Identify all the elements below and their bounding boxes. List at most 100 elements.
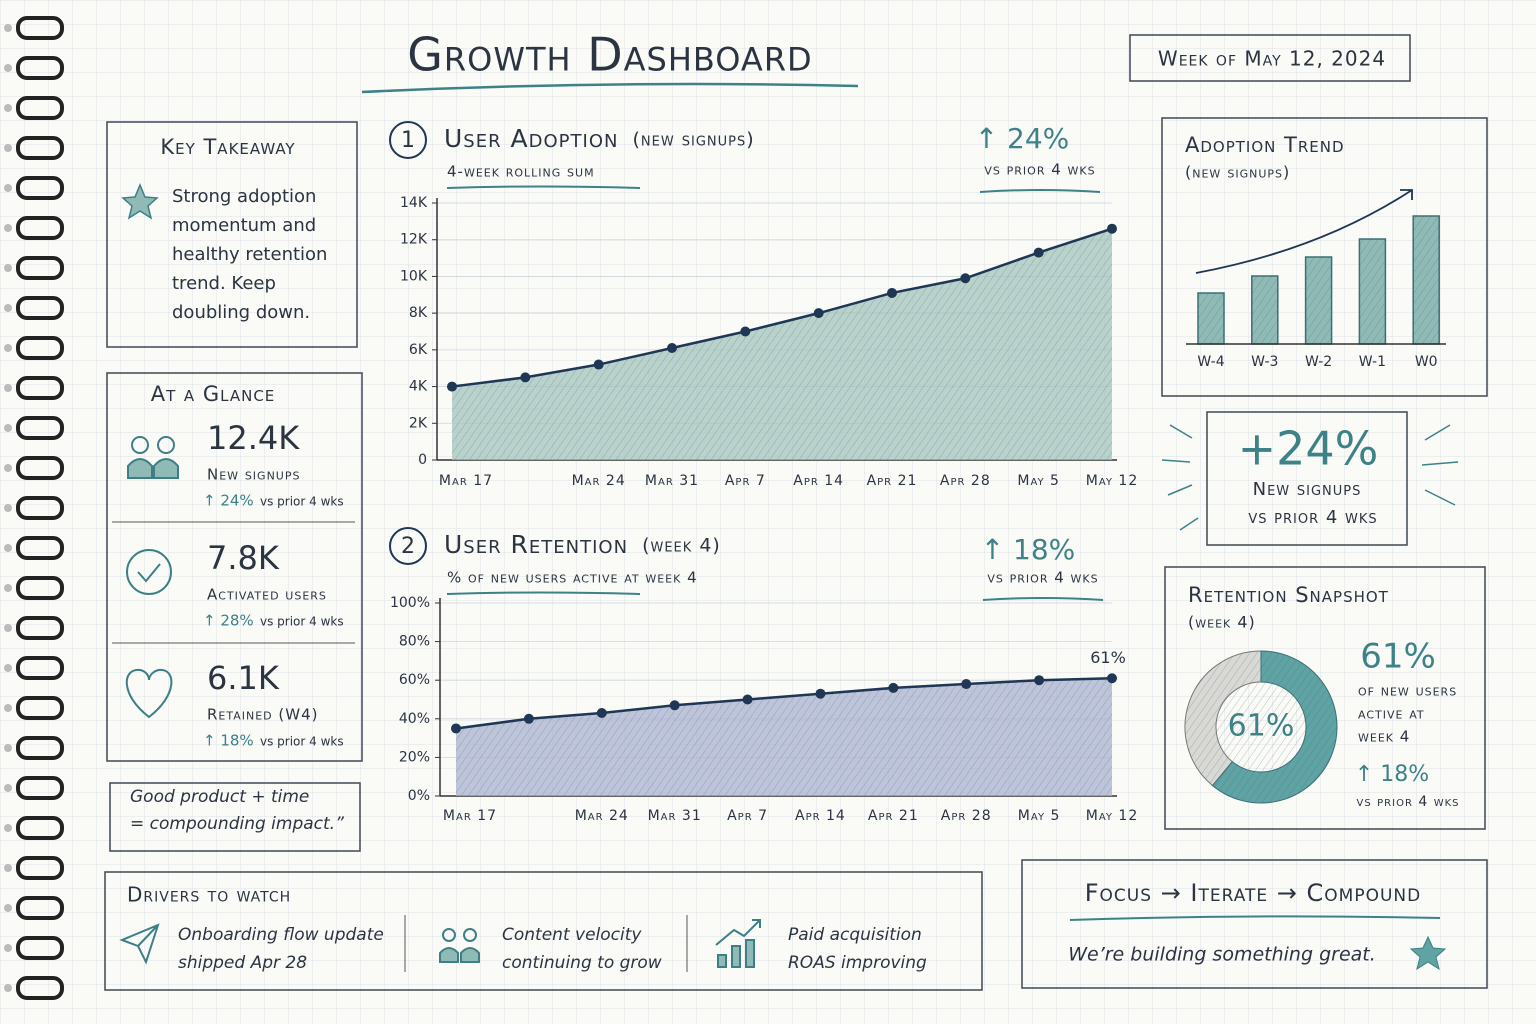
glance-box [106,372,363,762]
point [596,708,607,719]
title: Growth Dashboard [407,28,812,82]
line [455,677,1113,730]
quote-line: = compounding impact.” [130,814,344,834]
ring [16,896,64,920]
chart-subtitle: (new signups) [1185,163,1290,182]
ring [16,856,64,880]
callout-line: vs prior 4 wks [1248,507,1377,528]
focus-box [1021,859,1488,989]
ring [16,576,64,600]
chart-change: ↑ 18% [981,533,1076,566]
y-tick-label: 10K [400,268,428,284]
takeaway-line: healthy retention [172,244,327,265]
trend-box [1161,117,1488,397]
y-tick-label: 80% [399,634,430,650]
note-line: of new users [1358,682,1457,700]
driver-line: Paid acquisition [788,925,922,945]
driver-line: Content velocity [502,925,642,945]
center-label: 61% [1228,709,1295,744]
kpi-compare: vs prior 4 wks [260,615,344,629]
ring-hole [4,624,12,632]
kpi-value: 7.8K [207,539,280,577]
kpi-label: New signups [207,466,300,484]
takeaway-line: momentum and [172,215,316,236]
heart-icon [125,668,173,719]
ring [16,776,64,800]
ring-hole [4,664,12,672]
point [815,688,826,699]
x-tick-label: Apr 7 [725,473,766,489]
x-tick-label: Mar 31 [648,808,702,824]
driver-items: Onboarding flow update shipped Apr 28 Cont… [178,925,927,973]
star-icon [121,183,159,220]
chart-subtitle: % of new users active at week 4 [447,569,698,587]
chart-number: 2 [401,534,415,559]
ring-hole [4,904,12,912]
value-label: 61% [1090,648,1126,667]
takeaway-line: trend. Keep [172,273,276,294]
ring-hole [4,24,12,32]
chart-number: 1 [401,128,415,153]
takeaway-title: Key Takeaway [160,135,295,159]
x-tick-label: Apr 14 [793,473,844,489]
ring [16,696,64,720]
x-tick-label: Apr 28 [941,808,992,824]
chart-title: User Adoption [444,124,618,153]
ring [16,536,64,560]
ring-hole [4,304,12,312]
binding [4,16,64,1000]
x-tick-label: May 5 [1018,808,1061,824]
ring-hole [4,184,12,192]
ring-hole [4,224,12,232]
big-value: 61% [1360,637,1436,677]
kpi-compare: vs prior 4 wks [260,495,344,509]
y-tick-label: 60% [399,672,430,688]
y-tick-label: 0 [418,452,427,468]
ring [16,256,64,280]
chart-change-note: vs prior 4 wks [1357,794,1460,810]
x-tick-label: Mar 31 [645,473,699,489]
x-tick-label: W-2 [1305,354,1332,370]
underline [361,82,859,94]
ring-hole [4,264,12,272]
x-tick-label: W-3 [1251,354,1278,370]
chart-title: User Retention [444,530,628,559]
bar-hatch [1413,216,1440,344]
ring [16,936,64,960]
x-tick-label: Apr 21 [868,808,919,824]
focus-title: Focus → Iterate → Compound [1085,879,1421,907]
ring [16,616,64,640]
ring [16,216,64,240]
x-tick-label: May 5 [1017,473,1060,489]
x-tick-label: W0 [1415,354,1438,370]
chart-change-note: vs prior 4 wks [987,569,1098,587]
driver-line: continuing to grow [502,953,662,973]
ring-hole [4,744,12,752]
y-tick-label: 40% [399,711,430,727]
drivers-box [104,871,983,991]
ring-hole [4,464,12,472]
y-tick-label: 100% [390,595,430,611]
area-hatch [452,228,1112,460]
snapshot-box [1164,566,1486,830]
point [520,372,531,383]
ring [16,736,64,760]
chart-change: ↑ 18% [1355,762,1429,787]
ring-hole [4,944,12,952]
ring [16,656,64,680]
check-icon [126,549,172,595]
people-icon [127,436,179,479]
underline [982,597,1104,601]
area-hatch [456,678,1112,796]
driver-line: ROAS improving [788,953,927,973]
ring [16,976,64,1000]
chart-change: ↑ 24% [975,122,1070,155]
point [887,287,897,298]
ring [16,456,64,480]
y-tick-label: 6K [409,342,428,358]
bar-hatch [1359,239,1386,344]
growth-icon [715,919,761,968]
drivers-title: Drivers to watch [127,883,291,907]
